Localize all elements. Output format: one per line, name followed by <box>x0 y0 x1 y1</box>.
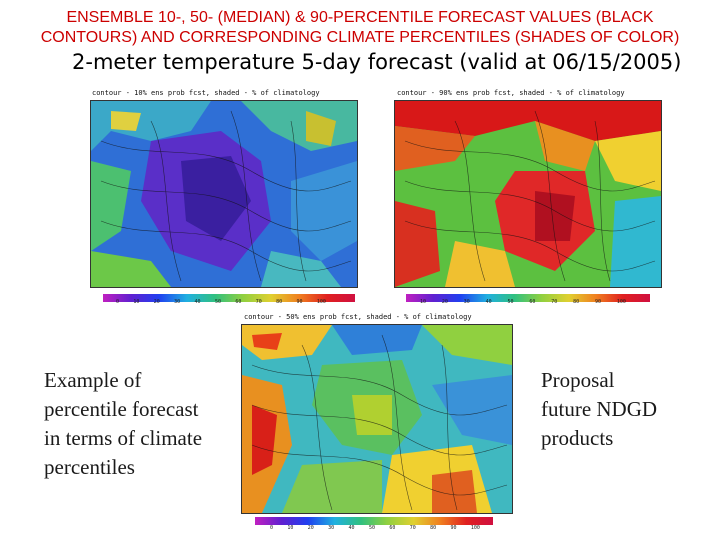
right-description-line: products <box>541 426 614 450</box>
scale-tick: 40 <box>194 299 201 305</box>
forecast-subtitle: 2-meter temperature 5-day forecast (vali… <box>72 50 682 74</box>
scale-ticks-right: 10 20 30 40 50 60 70 80 90 100 <box>420 299 626 305</box>
left-description-line: percentile forecast <box>44 397 199 421</box>
scale-tick: 30 <box>174 299 181 305</box>
left-description-line: percentiles <box>44 455 135 479</box>
color-scale-bar-left <box>103 294 355 302</box>
scale-tick: 80 <box>276 299 283 305</box>
color-scale-bar-right <box>406 294 650 302</box>
scale-tick: 100 <box>470 525 480 531</box>
scale-tick: 90 <box>450 525 457 531</box>
scale-tick: 60 <box>529 299 536 305</box>
scale-tick: 90 <box>595 299 602 305</box>
scale-tick: 0 <box>270 525 274 531</box>
scale-tick: 50 <box>507 299 514 305</box>
scale-tick: 30 <box>463 299 470 305</box>
scale-ticks-bottom: 0 10 20 30 40 50 60 70 80 90 100 <box>270 525 480 531</box>
map-caption-10pct: contour - 10% ens prob fcst, shaded - % … <box>92 89 320 97</box>
map-caption-90pct: contour - 90% ens prob fcst, shaded - % … <box>397 89 625 97</box>
scale-tick: 10 <box>133 299 140 305</box>
right-description-line: future NDGD <box>541 397 658 421</box>
left-description-line: Example of <box>44 368 142 392</box>
slide-title: ENSEMBLE 10-, 50- (MEDIAN) & 90-PERCENTI… <box>0 8 720 48</box>
scale-ticks-left: 0 10 20 30 40 50 60 70 80 90 100 <box>116 299 326 305</box>
scale-tick: 20 <box>153 299 160 305</box>
slide-title-line-1: ENSEMBLE 10-, 50- (MEDIAN) & 90-PERCENTI… <box>66 9 654 26</box>
scale-tick: 80 <box>430 525 437 531</box>
map-50pct-percentile <box>241 324 513 514</box>
left-description: Example of percentile forecast in terms … <box>44 366 234 482</box>
map-10pct-percentile <box>90 100 358 288</box>
slide-title-line-2: CONTOURS) AND CORRESPONDING CLIMATE PERC… <box>40 29 680 46</box>
scale-tick: 10 <box>287 525 294 531</box>
scale-tick: 60 <box>235 299 242 305</box>
scale-tick: 40 <box>485 299 492 305</box>
right-description-line: Proposal <box>541 368 615 392</box>
scale-tick: 100 <box>616 299 626 305</box>
scale-tick: 50 <box>214 299 221 305</box>
scale-tick: 60 <box>389 525 396 531</box>
scale-tick: 70 <box>551 299 558 305</box>
right-description: Proposal future NDGD products <box>541 366 711 453</box>
scale-tick: 30 <box>328 525 335 531</box>
scale-tick: 80 <box>573 299 580 305</box>
scale-tick: 0 <box>116 299 120 305</box>
scale-tick: 10 <box>420 299 427 305</box>
scale-tick: 40 <box>348 525 355 531</box>
scale-tick: 20 <box>441 299 448 305</box>
scale-tick: 90 <box>296 299 303 305</box>
scale-tick: 70 <box>409 525 416 531</box>
map-90pct-percentile <box>394 100 662 288</box>
left-description-line: in terms of climate <box>44 426 203 450</box>
scale-tick: 70 <box>255 299 262 305</box>
scale-tick: 20 <box>307 525 314 531</box>
scale-tick: 100 <box>316 299 326 305</box>
color-scale-bar-bottom <box>255 517 493 525</box>
map-caption-50pct: contour - 50% ens prob fcst, shaded - % … <box>244 313 472 321</box>
scale-tick: 50 <box>368 525 375 531</box>
